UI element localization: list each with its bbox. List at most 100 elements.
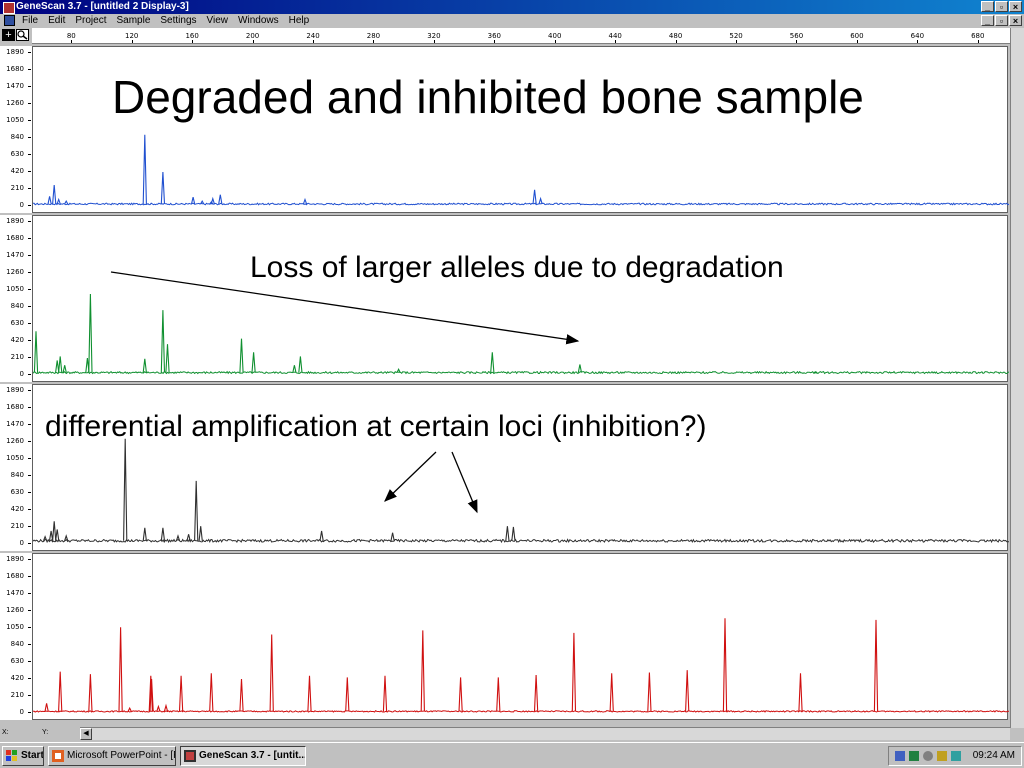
menu-sample[interactable]: Sample bbox=[116, 15, 151, 26]
y-tick-label: 210 bbox=[10, 184, 24, 192]
scroll-left-arrow-icon[interactable]: ◀ bbox=[80, 728, 92, 740]
disk-icon[interactable] bbox=[923, 751, 933, 761]
y-tick-mark bbox=[28, 374, 31, 375]
trace-plot[interactable] bbox=[32, 384, 1009, 551]
y-tick-mark bbox=[28, 238, 31, 239]
trace-peak bbox=[58, 671, 63, 712]
speaker-icon[interactable] bbox=[895, 751, 905, 761]
trace-peak bbox=[88, 293, 93, 373]
y-tick-mark bbox=[28, 120, 31, 121]
menu-edit[interactable]: Edit bbox=[48, 15, 66, 26]
ruler-tick-mark bbox=[192, 40, 194, 43]
scheduler-icon[interactable] bbox=[937, 751, 947, 761]
taskbar-powerpoint-button[interactable]: Microsoft PowerPoint - [Pr... bbox=[48, 746, 176, 766]
degradation-annotation: Loss of larger alleles due to degradatio… bbox=[250, 251, 784, 284]
trace-peak bbox=[56, 197, 61, 205]
trace-plot[interactable] bbox=[32, 215, 1009, 382]
doc-close-button[interactable]: × bbox=[1009, 15, 1022, 26]
trace-plot[interactable] bbox=[32, 553, 1009, 720]
menu-help[interactable]: Help bbox=[288, 15, 310, 26]
y-tick-mark bbox=[28, 644, 31, 645]
y-tick-label: 1260 bbox=[6, 437, 24, 445]
trace-peak bbox=[186, 534, 191, 541]
trace-plot[interactable] bbox=[32, 46, 1009, 213]
y-coordinate-label: Y: bbox=[42, 729, 49, 736]
trace-peak bbox=[251, 352, 256, 373]
y-tick-label: 840 bbox=[10, 302, 24, 310]
y-tick-label: 420 bbox=[10, 336, 24, 344]
vertical-scrollbar[interactable] bbox=[1010, 28, 1024, 728]
y-tick-label: 1260 bbox=[6, 99, 24, 107]
trace-peak bbox=[55, 360, 60, 373]
trace-peak bbox=[685, 670, 690, 712]
trace-peak bbox=[64, 534, 69, 541]
y-tick-mark bbox=[28, 627, 31, 628]
ruler-tick-label: 640 bbox=[910, 32, 925, 40]
ruler-tick-label: 560 bbox=[789, 32, 804, 40]
ruler-tick-label: 240 bbox=[306, 32, 320, 40]
y-tick-label: 630 bbox=[10, 319, 24, 327]
trace-peak bbox=[175, 534, 181, 541]
network-icon[interactable] bbox=[909, 751, 919, 761]
taskbar-genescan-button[interactable]: GeneScan 3.7 - [untit... bbox=[180, 746, 306, 766]
y-tick-mark bbox=[28, 492, 31, 493]
title-bar: GeneScan 3.7 - [untitled 2 Display-3] _ … bbox=[0, 0, 1024, 14]
trace-peak bbox=[44, 703, 49, 712]
trace-peak bbox=[458, 677, 463, 712]
trace-peak bbox=[239, 678, 244, 712]
doc-minimize-button[interactable]: _ bbox=[981, 15, 994, 26]
ruler-tick-mark bbox=[856, 40, 858, 43]
y-tick-label: 1890 bbox=[6, 217, 24, 225]
y-tick-mark bbox=[28, 357, 31, 358]
trace-peak bbox=[148, 675, 153, 712]
start-button[interactable]: Start bbox=[2, 746, 44, 766]
trace-panel-2: 1890 1680 1470 1260 1050 840 630 420 210 0 bbox=[0, 215, 1010, 382]
menu-view[interactable]: View bbox=[206, 15, 229, 26]
trace-peak bbox=[292, 365, 297, 373]
ruler-tick-label: 200 bbox=[245, 32, 260, 40]
y-tick-label: 0 bbox=[19, 539, 24, 547]
menu-file[interactable]: File bbox=[22, 15, 39, 26]
genescan-icon bbox=[184, 750, 196, 762]
trace-peak bbox=[571, 632, 577, 712]
y-tick-mark bbox=[28, 323, 31, 324]
horizontal-scrollbar[interactable]: ◀ bbox=[80, 727, 1010, 740]
y-tick-mark bbox=[28, 458, 31, 459]
doc-restore-button[interactable]: ▫ bbox=[995, 15, 1008, 26]
ruler-tick-label: 320 bbox=[427, 32, 441, 40]
y-tick-mark bbox=[28, 441, 31, 442]
trace-peak bbox=[511, 526, 516, 541]
y-tick-mark bbox=[28, 576, 31, 577]
magnifier-tool-icon[interactable] bbox=[16, 29, 29, 41]
minimize-button[interactable]: _ bbox=[981, 1, 994, 12]
y-tick-label: 1680 bbox=[6, 234, 24, 242]
y-tick-mark bbox=[28, 559, 31, 560]
trace-peak bbox=[62, 365, 67, 373]
trace-svg bbox=[33, 134, 1009, 206]
menu-windows[interactable]: Windows bbox=[238, 15, 279, 26]
crosshair-tool-icon[interactable]: + bbox=[2, 29, 15, 41]
y-tick-mark bbox=[28, 610, 31, 611]
x-coordinate-label: X: bbox=[2, 729, 9, 736]
y-tick-label: 420 bbox=[10, 167, 24, 175]
restore-button[interactable]: ▫ bbox=[995, 1, 1008, 12]
trace-peak bbox=[532, 189, 537, 205]
y-tick-label: 1260 bbox=[6, 606, 24, 614]
y-tick-label: 1050 bbox=[6, 116, 24, 124]
monitor-icon[interactable] bbox=[951, 751, 961, 761]
document-icon[interactable] bbox=[4, 15, 15, 26]
trace-peak bbox=[194, 480, 199, 541]
y-tick-label: 1890 bbox=[6, 386, 24, 394]
menu-project[interactable]: Project bbox=[75, 15, 107, 26]
menu-settings[interactable]: Settings bbox=[160, 15, 197, 26]
trace-peak bbox=[160, 310, 166, 373]
trace-peak bbox=[42, 535, 48, 541]
trace-peak bbox=[538, 196, 543, 205]
y-tick-mark bbox=[28, 289, 31, 290]
y-tick-mark bbox=[28, 526, 31, 527]
y-tick-mark bbox=[28, 221, 31, 222]
y-tick-label: 1890 bbox=[6, 48, 24, 56]
ruler-tick-mark bbox=[71, 40, 73, 43]
close-button[interactable]: × bbox=[1009, 1, 1022, 12]
